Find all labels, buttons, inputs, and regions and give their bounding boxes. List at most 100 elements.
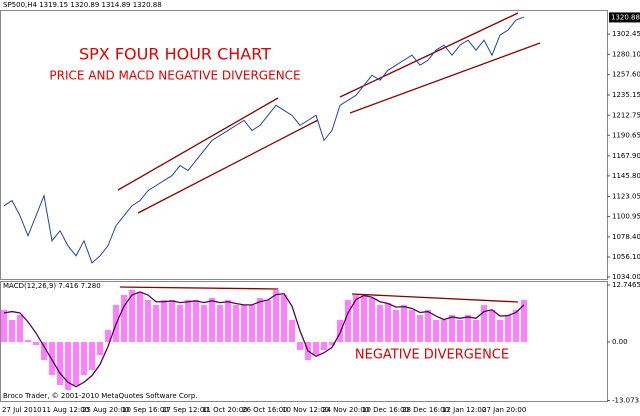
y-tick-label: 1034.00 [612, 273, 640, 281]
histogram-bar [505, 314, 511, 342]
y-tick-label: 1212.75 [612, 111, 640, 119]
histogram-bar [337, 319, 343, 342]
y-tick-label: 1257.60 [612, 71, 640, 79]
histogram-bar [49, 342, 55, 376]
x-tick-label: 27 Jul 2010 [2, 406, 42, 414]
histogram-bar [297, 342, 303, 351]
x-tick-label: 27 Sep 12:00 [162, 406, 209, 414]
histogram-bar [409, 309, 415, 342]
trend-lines [117, 12, 541, 303]
price-header: SP500,H4 1319.15 1320.89 1314.89 1320.88 [3, 1, 162, 9]
x-tick-label: 11 Aug 12:00 [42, 406, 89, 414]
histogram-bar [265, 299, 271, 342]
histogram-bar [481, 305, 487, 342]
x-tick-label: 26 Oct 16:00 [242, 406, 288, 414]
histogram-bar [457, 319, 463, 342]
histogram-bar [129, 289, 135, 342]
histogram-bar [193, 299, 199, 342]
histogram-bar [241, 305, 247, 342]
histogram-bar [377, 305, 383, 342]
y-tick-label: 1280.10 [612, 50, 640, 58]
x-tick-label: 10 Nov 12:00 [282, 406, 329, 414]
histogram-bar [177, 305, 183, 342]
histogram-bar [161, 299, 167, 342]
histogram-bar [281, 294, 287, 342]
y-tick-label: -13.073 [612, 396, 639, 404]
histogram-bar [313, 342, 319, 356]
histogram-bar [289, 319, 295, 342]
histogram-bar [33, 342, 39, 345]
annotation: SPX FOUR HOUR CHART [79, 45, 271, 64]
histogram-bar [97, 342, 103, 356]
price-marker-label: 1320.88 [611, 13, 640, 21]
histogram-bar [57, 342, 63, 386]
histogram-bar [489, 309, 495, 342]
annotation: PRICE AND MACD NEGATIVE DIVERGENCE [49, 69, 300, 83]
histogram-bar [17, 314, 23, 342]
histogram-bar [393, 309, 399, 342]
histogram-bar [329, 342, 335, 345]
histogram-bar [441, 319, 447, 342]
histogram-bar [233, 305, 239, 342]
histogram-bar [369, 297, 375, 342]
macd-header: MACD(12,26,9) 7.416 7.280 [3, 282, 101, 290]
histogram-bar [225, 299, 231, 342]
x-tick-label: 27 Jan 20:00 [482, 406, 526, 414]
histogram-bar [201, 305, 207, 342]
histogram-bar [497, 319, 503, 342]
histogram-bar [417, 314, 423, 342]
footer: Broco Trader, © 2001-2010 MetaQuotes Sof… [3, 392, 198, 400]
y-tick-label: 1145.80 [612, 172, 640, 180]
histogram-bar [273, 289, 279, 342]
histogram-bar [137, 291, 143, 342]
annotation: NEGATIVE DIVERGENCE [355, 348, 509, 363]
histogram-bar [401, 305, 407, 342]
histogram-bar [9, 319, 15, 342]
histogram-bar [513, 309, 519, 342]
histogram-bar [249, 305, 255, 342]
price-pane [0, 10, 608, 280]
y-tick-label: 1100.95 [612, 212, 640, 220]
histogram-bar [121, 294, 127, 342]
histogram-bar [65, 342, 71, 390]
y-tick-label: 1078.40 [612, 233, 640, 241]
histogram-bar [209, 297, 215, 342]
x-tick-label: 10 Dec 16:00 [362, 406, 409, 414]
histogram-bar [361, 294, 367, 342]
x-tick-label: 24 Nov 20:00 [322, 406, 369, 414]
signal-line [3, 291, 525, 388]
histogram-bar [169, 299, 175, 342]
y-tick-label: 1235.15 [612, 91, 640, 99]
histogram-bar [145, 299, 151, 342]
histogram-bar [89, 342, 95, 371]
histogram-bar [1, 309, 7, 342]
histogram-bar [425, 309, 431, 342]
histogram-bar [521, 299, 527, 342]
y-tick-label: 0.00 [612, 338, 628, 346]
x-tick-label: 25 Aug 20:00 [82, 406, 129, 414]
y-tick-label: 1190.65 [612, 131, 640, 139]
histogram-bar [81, 342, 87, 376]
histogram-bar [257, 297, 263, 342]
y-tick-label: 1302.45 [612, 30, 640, 38]
y-tick-label: 1056.10 [612, 253, 640, 261]
histogram-bar [25, 339, 31, 342]
histogram-bar [73, 342, 79, 386]
price-marker [609, 12, 640, 23]
x-tick-label: 10 Sep 16:00 [122, 406, 169, 414]
x-tick-label: 28 Dec 16:00 [402, 406, 449, 414]
histogram-bar [433, 319, 439, 342]
histogram-bar [105, 330, 111, 342]
x-tick-label: 11 Oct 20:00 [202, 406, 248, 414]
histogram-bar [449, 314, 455, 342]
histogram-bar [153, 305, 159, 342]
price-line [3, 16, 525, 264]
histogram-bar [345, 299, 351, 342]
histogram-bar [353, 294, 359, 342]
histogram-bar [41, 342, 47, 360]
histogram-bar [217, 305, 223, 342]
y-tick-label: 12.7465 [612, 281, 640, 289]
histogram-bar [465, 314, 471, 342]
